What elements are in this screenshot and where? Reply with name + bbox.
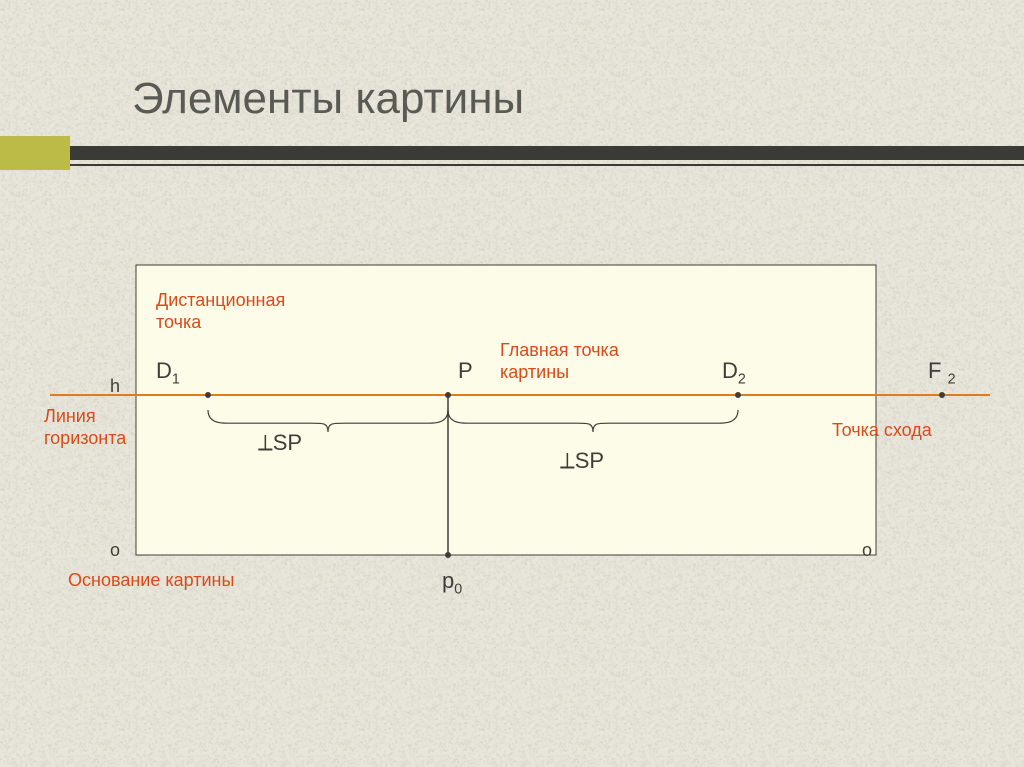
label-D2: D2 — [722, 358, 746, 389]
label-horizon: Линиягоризонта — [44, 406, 126, 449]
label-SP_right: ⟂SP — [560, 448, 604, 474]
label-p0: p0 — [442, 568, 462, 599]
diagram-svg — [0, 0, 1024, 767]
label-F2: F 2 — [928, 358, 956, 389]
label-SP_left: ⟂SP — [258, 430, 302, 456]
label-dist_point: Дистанционнаяточка — [156, 290, 285, 333]
label-D1: D1 — [156, 358, 180, 389]
slide: Элементы картины ДистанционнаяточкаГлавн… — [0, 0, 1024, 767]
label-h: h — [110, 376, 120, 398]
label-o_left: o — [110, 540, 120, 562]
label-base_label: Основание картины — [68, 570, 234, 592]
label-o_right: o — [862, 540, 872, 562]
label-P: P — [458, 358, 473, 384]
label-vanish_point: Точка схода — [832, 420, 932, 442]
label-main_point: Главная точкакартины — [500, 340, 619, 383]
